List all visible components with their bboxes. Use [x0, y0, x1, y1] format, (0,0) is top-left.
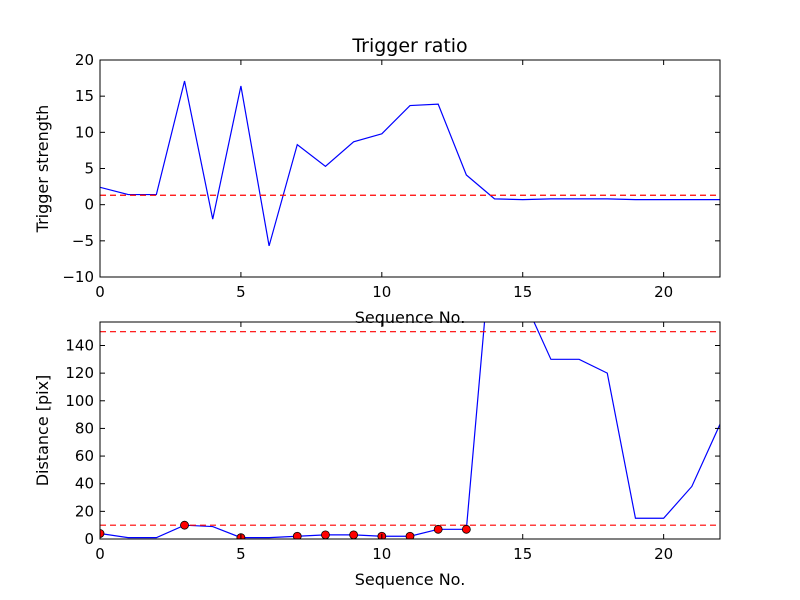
- chart-title: Trigger ratio: [351, 35, 467, 57]
- y-axis-label: Trigger strength: [33, 105, 52, 234]
- x-tick-label: 20: [654, 545, 673, 563]
- data-marker: [349, 530, 359, 539]
- x-tick-label: 0: [95, 545, 105, 563]
- x-axis-label: Sequence No.: [355, 570, 466, 589]
- data-marker: [433, 524, 443, 534]
- x-tick-label: 0: [95, 283, 105, 301]
- y-axis-label: Distance [pix]: [33, 375, 52, 487]
- plot-area: [100, 80, 720, 247]
- x-axis-label: Sequence No.: [355, 308, 466, 327]
- y-tick-label: 15: [75, 87, 94, 105]
- y-tick-label: 0: [84, 196, 94, 214]
- x-tick-label: 10: [372, 283, 391, 301]
- plot-area: [100, 322, 720, 539]
- y-tick-label: 140: [65, 336, 94, 354]
- x-tick-label: 15: [513, 283, 532, 301]
- y-tick-label: 60: [75, 447, 94, 465]
- y-tick-label: 80: [75, 419, 94, 437]
- data-marker: [321, 530, 330, 539]
- y-tick-label: 5: [84, 160, 94, 178]
- series-line: [100, 80, 720, 247]
- x-tick-label: 20: [654, 283, 673, 301]
- data-marker: [180, 520, 189, 530]
- y-tick-label: 40: [75, 475, 94, 493]
- y-tick-label: 0: [84, 530, 94, 548]
- y-tick-label: 120: [65, 364, 94, 382]
- x-tick-label: 10: [372, 545, 391, 563]
- axes-frame: [99, 59, 721, 278]
- y-tick-label: 20: [75, 502, 94, 520]
- x-tick-label: 5: [236, 545, 246, 563]
- data-marker: [405, 531, 415, 539]
- x-tick-label: 5: [236, 283, 246, 301]
- data-marker: [100, 529, 105, 538]
- data-marker: [461, 524, 471, 534]
- y-tick-label: 100: [65, 392, 94, 410]
- y-tick-label: 10: [75, 123, 94, 141]
- y-tick-label: 20: [75, 51, 94, 69]
- x-tick-label: 15: [513, 545, 532, 563]
- subplot-2: 0 5 10 15 20 0 20 40 60 80 100 120 140 Sequence No. Di…: [33, 321, 721, 589]
- y-tick-label: −10: [62, 268, 94, 286]
- axes-frame: [99, 321, 721, 540]
- subplot-1: 0 5 10 15 20 −10 −5 0 5 10 15 20 Sequence No. Trigger…: [33, 35, 721, 327]
- y-tick-label: −5: [72, 232, 94, 250]
- series-line: [100, 322, 720, 539]
- data-marker: [292, 531, 302, 539]
